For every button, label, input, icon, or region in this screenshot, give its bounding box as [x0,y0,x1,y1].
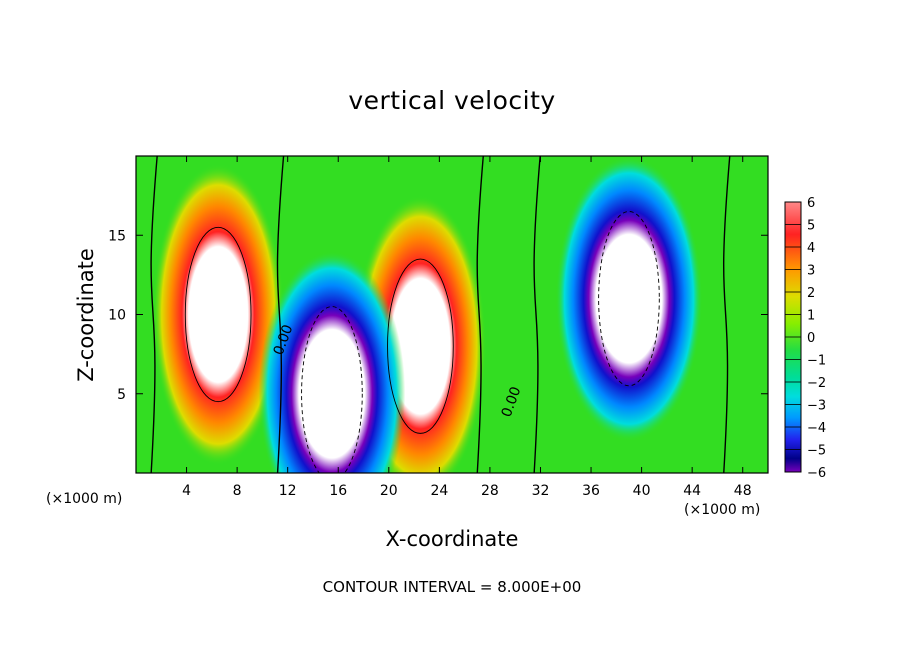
x-tick-label: 36 [582,483,600,499]
x-tick-label: 48 [734,483,752,499]
contour-lines [150,156,731,473]
updraft-blob-0 [152,163,284,466]
colorbar-tick-label: 6 [807,196,815,211]
x-tick-label: 4 [182,483,191,499]
zero-contour-4 [722,156,731,473]
downdraft-blob-2 [258,251,406,473]
colorbar-tick-label: 4 [807,241,815,256]
x-tick-label: 28 [481,483,499,499]
chart-title: vertical velocity [348,86,556,115]
x-axis-ticks: 4 8 12 16 20 24 28 32 36 40 44 48 [182,156,752,499]
x-tick-label: 8 [233,483,242,499]
colorbar-tick-label: −3 [807,399,826,414]
x-tick-label: 40 [633,483,651,499]
x-tick-label: 16 [329,483,347,499]
zero-contour-1 [276,156,285,473]
colorbar-ticks: 6 5 4 3 2 1 0 −1 −2 −3 −4 −5 −6 [785,196,826,481]
y-tick-label: 15 [108,228,126,244]
colorbar-tick-label: −5 [807,444,826,459]
updraft-contour-1 [387,258,454,434]
x-tick-label: 24 [430,483,448,499]
zero-contour-0 [150,156,158,473]
y-tick-label: 10 [108,308,126,324]
colorbar-tick-label: 5 [807,219,815,234]
x-tick-label: 20 [380,483,398,499]
zero-contour-2 [476,156,484,473]
colorbar-tick-label: −1 [807,354,826,369]
x-axis-label: X-coordinate [385,527,519,551]
downdraft-contour-1 [598,211,660,387]
colorbar-tick-label: −2 [807,376,826,391]
y-tick-label: 5 [117,387,126,403]
x-tick-label: 44 [683,483,701,499]
heatmap-field [136,156,768,473]
colorbar-tick-label: 2 [807,286,815,301]
x-tick-label: 12 [279,483,297,499]
downdraft-blob-3 [555,156,703,442]
colorbar-tick-label: 3 [807,264,815,279]
downdraft-contour-0 [301,306,363,473]
y-axis-label: Z-coordinate [74,248,98,382]
x-unit-label-left: (×1000 m) [46,491,123,507]
colorbar-tick-label: −6 [807,466,826,481]
x-unit-label-right: (×1000 m) [684,502,761,518]
colorbar-tick-label: 0 [807,331,815,346]
y-axis-ticks: 5 10 15 [108,228,768,403]
contour-interval-note: CONTOUR INTERVAL = 8.000E+00 [322,578,582,596]
x-tick-label: 32 [532,483,550,499]
colorbar-tick-label: −4 [807,421,826,436]
updraft-contour-0 [184,226,252,403]
colorbar-tick-label: 1 [807,309,815,324]
zero-contour-3 [533,156,541,473]
